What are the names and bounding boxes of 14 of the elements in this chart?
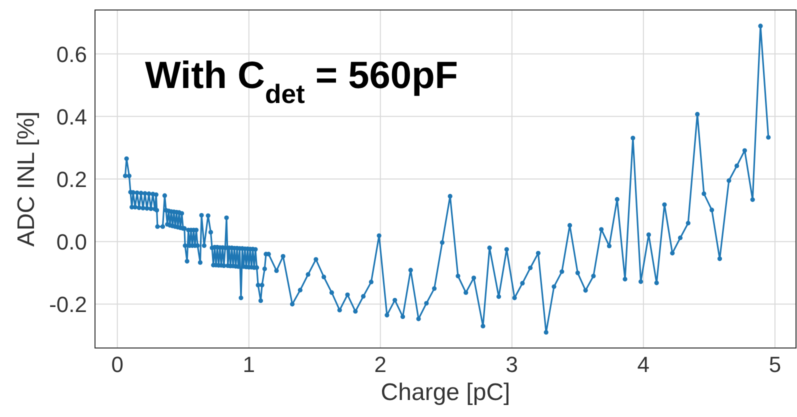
y-tick-label: 0.0 <box>56 230 87 255</box>
y-tick-label: -0.2 <box>49 292 87 318</box>
x-axis-title: Charge [pC] <box>380 379 510 406</box>
y-tick-label: 0.6 <box>56 42 87 67</box>
x-tick-label: 2 <box>374 352 387 377</box>
x-tick-label: 4 <box>637 352 650 377</box>
annotation: With C$_{det}$ = 560pF <box>145 55 458 109</box>
y-axis-title: ADC INL [%] <box>13 111 40 247</box>
y-tick-label: 0.2 <box>56 167 87 192</box>
x-tick-label: 1 <box>242 352 256 377</box>
y-tick-label: 0.4 <box>56 104 87 130</box>
x-tick-label: 0 <box>111 352 124 377</box>
x-tick-label: 3 <box>506 352 518 377</box>
x-tick-label: 5 <box>768 352 782 377</box>
